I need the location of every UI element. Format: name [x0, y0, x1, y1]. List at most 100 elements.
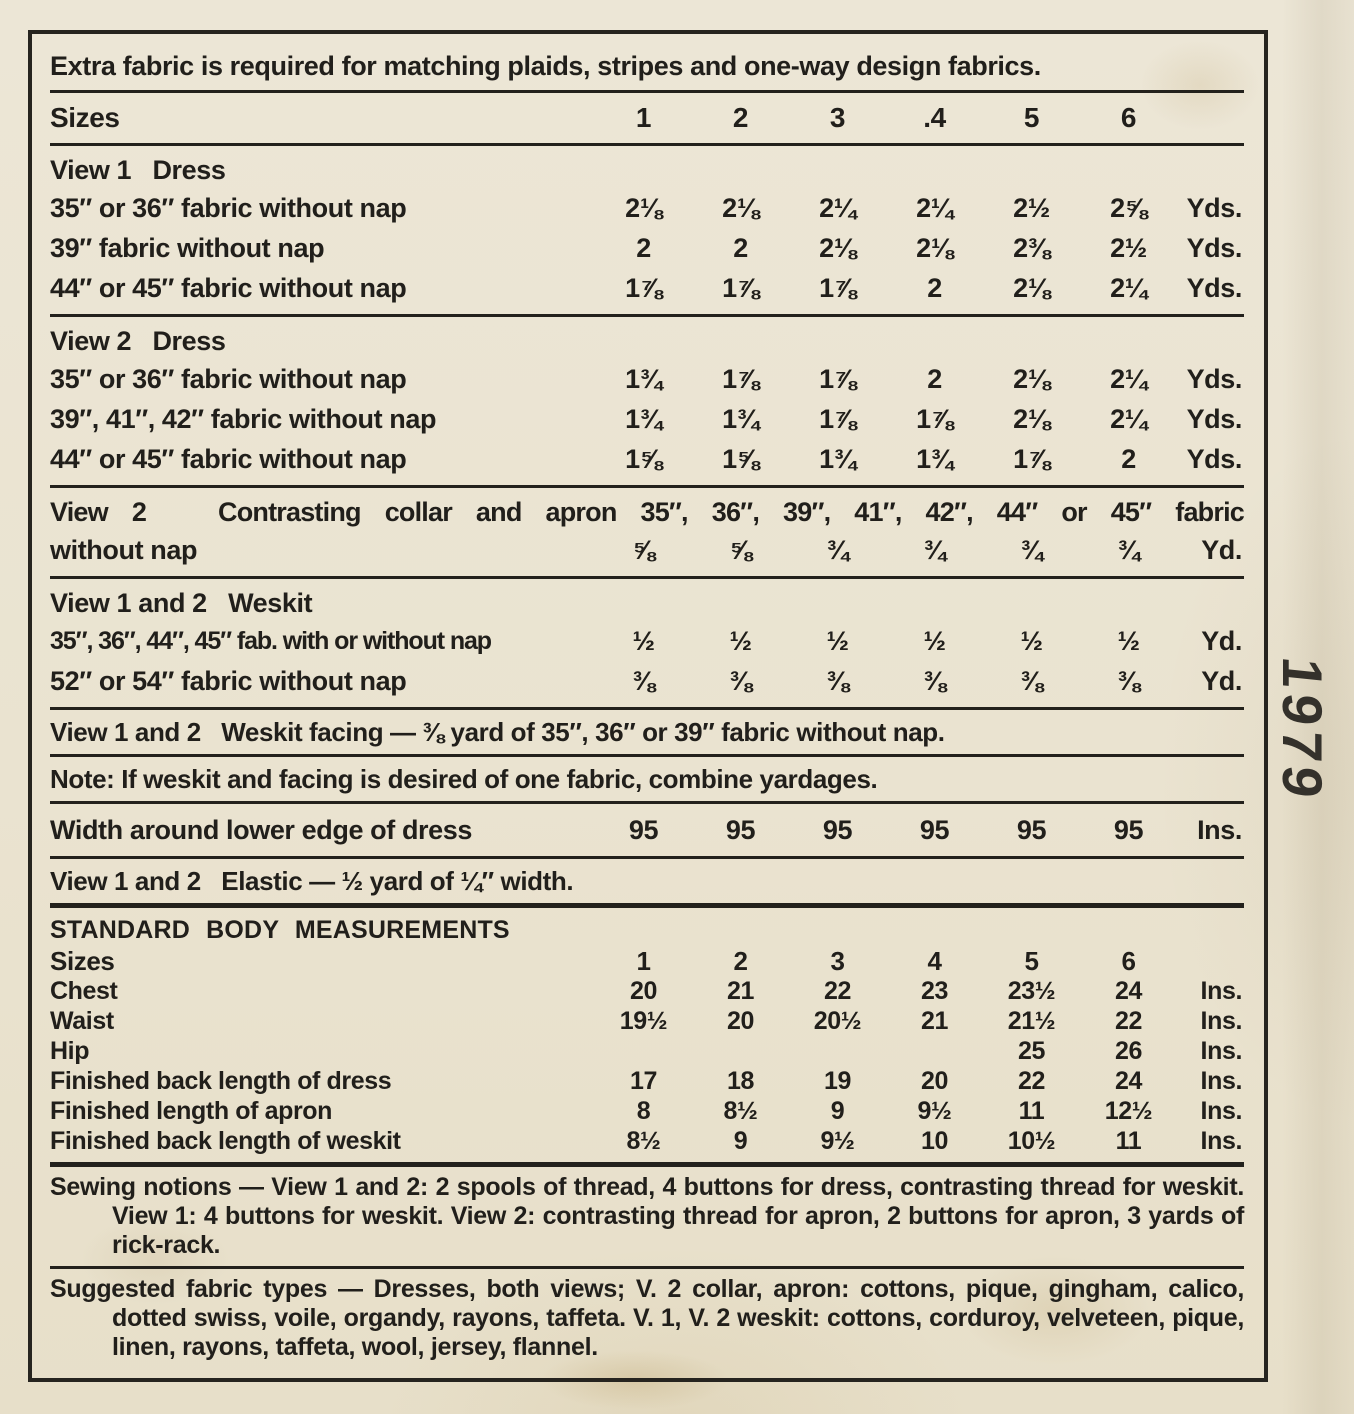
- size-column-header: 4: [927, 946, 942, 976]
- measurement-value: 19½: [619, 1006, 668, 1035]
- measurement-value: 10½: [1007, 1126, 1056, 1155]
- measurement-value: 21: [920, 1006, 948, 1035]
- fabric-width-label: 35″ or 36″ fabric without nap: [50, 363, 407, 394]
- yardage-value: ⅜: [632, 665, 655, 696]
- yardage-value: 1¾: [819, 443, 856, 474]
- yardage-value: 2⅛: [1013, 403, 1050, 434]
- measurement-value: 18: [726, 1066, 754, 1095]
- size-column-header: 2: [732, 102, 749, 133]
- yardage-value: 1⅞: [722, 272, 759, 303]
- yardage-value: ½: [1020, 625, 1043, 656]
- yardage-value: 1⅞: [819, 272, 856, 303]
- measurement-value: 11: [1018, 1096, 1045, 1125]
- unit-cell: Yds.: [1186, 192, 1243, 223]
- measurement-value: 10: [920, 1126, 948, 1155]
- width-value: 95: [1113, 814, 1144, 845]
- measurement-label: Hip: [50, 1036, 90, 1065]
- yardage-row: 39″ fabric without nap 2 2 2⅛ 2⅛ 2⅜ 2½ Y…: [50, 228, 1244, 268]
- measurement-value: 21½: [1007, 1006, 1056, 1035]
- size-column-header: 6: [1120, 102, 1137, 133]
- dress-width-row: Width around lower edge of dress 95 95 9…: [50, 810, 1244, 850]
- yardage-value: 2⅛: [1013, 363, 1050, 394]
- measurement-label: Waist: [50, 1006, 114, 1035]
- measurement-row: Waist 19½ 20 20½ 21 21½ 22 Ins.: [50, 1006, 1244, 1036]
- yardage-value: ½: [923, 625, 946, 656]
- yardage-value: 2⅜: [1013, 232, 1050, 263]
- measurement-value: 19: [823, 1066, 851, 1095]
- yardage-value: 2½: [1110, 232, 1147, 263]
- width-value: 95: [919, 814, 950, 845]
- measurement-value: 23: [920, 976, 948, 1005]
- unit-cell: Yds.: [1186, 403, 1243, 434]
- body-sizes-row: Sizes 1 2 3 4 5 6: [50, 946, 1244, 976]
- dress-width-label: Width around lower edge of dress: [50, 814, 472, 845]
- width-value: 95: [725, 814, 756, 845]
- measurement-value: 26: [1114, 1036, 1142, 1065]
- sizes-header-row: Sizes 1 2 3 .4 5 6: [50, 99, 1244, 137]
- yardage-value: 2⅛: [722, 192, 759, 223]
- unit-cell: Ins.: [1200, 976, 1243, 1005]
- yardage-value: ¾: [1117, 534, 1140, 565]
- measurement-value: 9½: [820, 1126, 855, 1155]
- yardage-value: 2: [1121, 443, 1136, 474]
- size-column-header: 5: [1024, 946, 1039, 976]
- yardage-row: 44″ or 45″ fabric without nap 1⅞ 1⅞ 1⅞ 2…: [50, 268, 1244, 308]
- fabric-width-label: 39″, 41″, 42″ fabric without nap: [50, 403, 437, 434]
- size-column-header: 6: [1121, 946, 1136, 976]
- measurement-value: 12½: [1104, 1096, 1153, 1125]
- elastic-note: View 1 and 2 Elastic — ½ yard of ¼″ widt…: [50, 866, 574, 896]
- measurement-value: 20: [726, 1006, 754, 1035]
- size-column-header: 2: [733, 946, 748, 976]
- unit-cell: Yd.: [1201, 625, 1242, 656]
- yardage-value: 1⅞: [722, 363, 759, 394]
- size-column-header: 3: [829, 102, 846, 133]
- body-measurements-title: STANDARD BODY MEASUREMENTS: [50, 916, 510, 944]
- unit-cell: Ins.: [1200, 1126, 1243, 1155]
- unit-cell: Ins.: [1200, 1066, 1243, 1095]
- divider: [50, 801, 1244, 804]
- divider: [50, 90, 1244, 93]
- fabric-width-label: 44″ or 45″ fabric without nap: [50, 443, 407, 474]
- divider: [50, 856, 1244, 859]
- yardage-chart-box: Extra fabric is required for matching pl…: [28, 30, 1268, 1382]
- yardage-value: ½: [632, 625, 655, 656]
- yardage-value: 2¼: [1110, 403, 1147, 434]
- yardage-value: 1⅝: [722, 443, 759, 474]
- yardage-value: 2¼: [916, 192, 953, 223]
- unit-cell: Ins.: [1200, 1006, 1243, 1035]
- width-value: 95: [628, 814, 659, 845]
- measurement-value: 8½: [723, 1096, 758, 1125]
- yardage-value: ½: [729, 625, 752, 656]
- yardage-value: 1⅞: [625, 272, 662, 303]
- collar-apron-row: without nap ⅝ ⅝ ¾ ¾ ¾ ¾ Yd.: [50, 530, 1244, 570]
- yardage-value: ¾: [826, 534, 849, 565]
- yardage-value: 1⅝: [625, 443, 662, 474]
- yardage-value: 1⅞: [819, 403, 856, 434]
- measurement-value: 9: [830, 1096, 845, 1125]
- width-value: 95: [822, 814, 853, 845]
- size-column-header: 3: [830, 946, 845, 976]
- view2-collar-apron-title: View 2 Contrasting collar and apron 35″,…: [50, 497, 1245, 527]
- divider-heavy: [50, 903, 1244, 908]
- measurement-value: 8: [636, 1096, 651, 1125]
- measurement-value: 25: [1017, 1036, 1045, 1065]
- yardage-value: ⅜: [729, 665, 752, 696]
- unit-cell: Yds.: [1186, 363, 1243, 394]
- yardage-value: 1⅞: [916, 403, 953, 434]
- fabric-width-label: without nap: [50, 534, 198, 565]
- view2-dress-title: View 2 Dress: [50, 326, 226, 356]
- yardage-value: 2: [927, 272, 942, 303]
- measurement-label: Finished length of apron: [50, 1096, 333, 1125]
- yardage-value: 1⅞: [1013, 443, 1050, 474]
- unit-cell: Yds.: [1186, 443, 1243, 474]
- weskit-title: View 1 and 2 Weskit: [50, 588, 313, 618]
- yardage-value: ⅜: [1117, 665, 1140, 696]
- extra-fabric-note: Extra fabric is required for matching pl…: [50, 51, 1041, 81]
- measurement-value: 8½: [626, 1126, 661, 1155]
- unit-cell: Yds.: [1186, 232, 1243, 263]
- yardage-value: 2½: [1013, 192, 1050, 223]
- yardage-value: 2¼: [1110, 363, 1147, 394]
- size-column-header: 5: [1023, 102, 1040, 133]
- yardage-value: 2⅛: [916, 232, 953, 263]
- measurement-row: Finished length of apron 8 8½ 9 9½ 11 12…: [50, 1096, 1244, 1126]
